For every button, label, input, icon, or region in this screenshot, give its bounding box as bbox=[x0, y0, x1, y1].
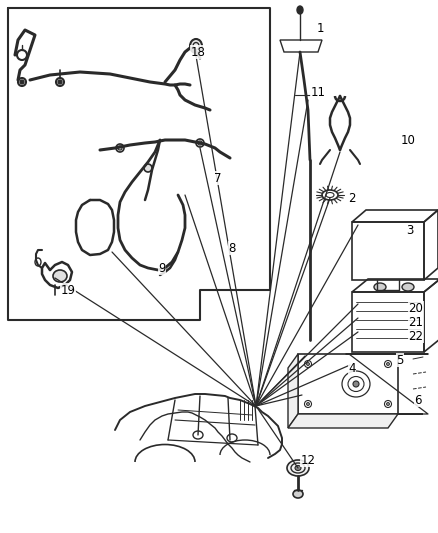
Text: 18: 18 bbox=[191, 45, 205, 59]
Text: 1: 1 bbox=[316, 21, 324, 35]
Ellipse shape bbox=[402, 283, 414, 291]
Text: 7: 7 bbox=[214, 172, 222, 184]
Ellipse shape bbox=[386, 402, 389, 406]
Polygon shape bbox=[288, 354, 298, 428]
Bar bbox=[352, 222, 424, 280]
Ellipse shape bbox=[353, 381, 359, 387]
Text: 22: 22 bbox=[409, 329, 424, 343]
Ellipse shape bbox=[56, 78, 64, 86]
Ellipse shape bbox=[307, 362, 310, 366]
Text: 8: 8 bbox=[228, 241, 236, 254]
Ellipse shape bbox=[287, 460, 309, 476]
Ellipse shape bbox=[190, 39, 202, 53]
Ellipse shape bbox=[386, 362, 389, 366]
Text: 5: 5 bbox=[396, 353, 404, 367]
Ellipse shape bbox=[295, 465, 301, 471]
Ellipse shape bbox=[307, 402, 310, 406]
Ellipse shape bbox=[53, 270, 67, 282]
Ellipse shape bbox=[20, 80, 24, 84]
Text: 10: 10 bbox=[401, 133, 415, 147]
Ellipse shape bbox=[196, 139, 204, 147]
Text: 12: 12 bbox=[300, 454, 315, 466]
Text: 6: 6 bbox=[414, 393, 422, 407]
Ellipse shape bbox=[116, 144, 124, 152]
Text: 19: 19 bbox=[60, 284, 75, 296]
Ellipse shape bbox=[18, 78, 26, 86]
Ellipse shape bbox=[58, 80, 62, 84]
Text: 3: 3 bbox=[406, 223, 413, 237]
Text: 11: 11 bbox=[311, 85, 325, 99]
Text: 2: 2 bbox=[348, 191, 356, 205]
Ellipse shape bbox=[297, 6, 303, 14]
Text: 20: 20 bbox=[409, 302, 424, 314]
Bar bbox=[352, 292, 424, 352]
Ellipse shape bbox=[374, 283, 386, 291]
Ellipse shape bbox=[144, 164, 152, 172]
Polygon shape bbox=[288, 414, 398, 428]
Bar bbox=[298, 354, 398, 414]
Text: 4: 4 bbox=[348, 361, 356, 375]
Text: 21: 21 bbox=[409, 316, 424, 328]
Ellipse shape bbox=[293, 490, 303, 498]
Text: 9: 9 bbox=[158, 262, 166, 274]
